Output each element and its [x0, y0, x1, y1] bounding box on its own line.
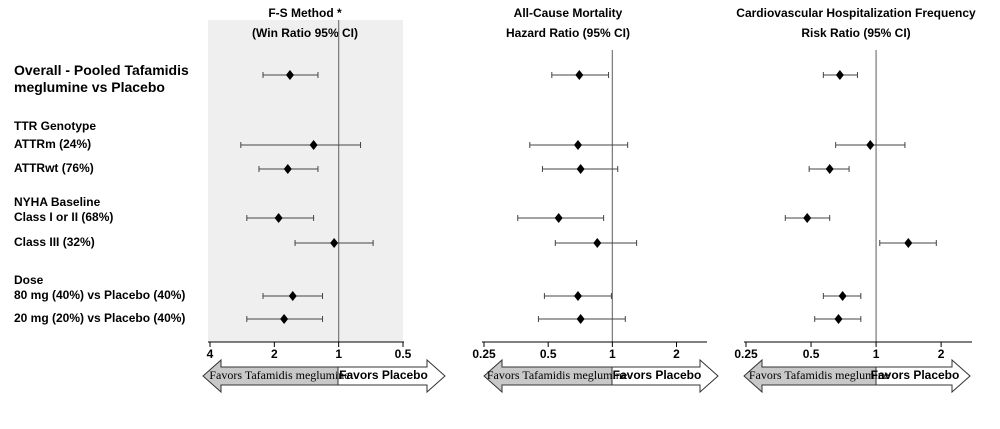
point-estimate [573, 140, 582, 150]
x-tick-label: 0.5 [395, 347, 412, 361]
row-label: ATTRm (24%) [14, 137, 92, 151]
point-estimate [573, 291, 582, 301]
x-tick-label: 2 [938, 347, 945, 361]
point-estimate [576, 314, 585, 324]
panel-subtitle: Risk Ratio (95% CI) [801, 26, 910, 40]
panel-shade [208, 20, 403, 342]
row-label: Overall - Pooled Tafamidis meglumine vs … [14, 62, 189, 95]
point-estimate [825, 164, 834, 174]
point-estimate [554, 213, 563, 223]
row-label: TTR Genotype [14, 119, 97, 133]
arrow-right-label: Favors Placebo [613, 368, 702, 382]
x-tick-label: 2 [673, 347, 680, 361]
point-estimate [288, 291, 297, 301]
point-estimate [330, 238, 339, 248]
x-tick-label: 2 [271, 347, 278, 361]
point-estimate [576, 164, 585, 174]
point-estimate [575, 70, 584, 80]
arrow-right [337, 358, 446, 394]
point-estimate [866, 140, 875, 150]
panel-title: F-S Method * [268, 6, 342, 20]
x-tick-label: 0.5 [540, 347, 557, 361]
x-tick-label: 0.25 [734, 347, 758, 361]
x-tick-label: 1 [335, 347, 342, 361]
panel-subtitle: Hazard Ratio (95% CI) [506, 26, 630, 40]
point-estimate [834, 314, 843, 324]
arrow-right [875, 358, 971, 394]
panel-title: All-Cause Mortality [514, 6, 623, 20]
panel-subtitle: (Win Ratio 95% CI) [252, 26, 358, 40]
point-estimate [285, 70, 294, 80]
point-estimate [593, 238, 602, 248]
row-label: Class I or II (68%) [14, 210, 114, 224]
arrow-left-label: Favors Tafamidis meglumine [487, 368, 627, 382]
row-label: Dose [14, 273, 44, 287]
arrow-right [611, 358, 719, 394]
point-estimate [803, 213, 812, 223]
point-estimate [838, 291, 847, 301]
panel-title: Cardiovascular Hospitalization Frequency [736, 6, 976, 20]
x-tick-label: 0.25 [472, 347, 496, 361]
arrow-left-label: Favors Tafamidis meglumine [749, 368, 889, 382]
point-estimate [274, 213, 283, 223]
row-label: 20 mg (20%) vs Placebo (40%) [14, 311, 186, 325]
x-tick-label: 1 [873, 347, 880, 361]
point-estimate [835, 70, 844, 80]
x-tick-label: 1 [609, 347, 616, 361]
row-label: Class III (32%) [14, 235, 95, 249]
arrow-right-label: Favors Placebo [339, 368, 428, 382]
point-estimate [283, 164, 292, 174]
point-estimate [280, 314, 289, 324]
arrow-left-label: Favors Tafamidis meglumine [209, 368, 349, 382]
row-label: 80 mg (40%) vs Placebo (40%) [14, 288, 186, 302]
x-tick-label: 0.5 [803, 347, 820, 361]
point-estimate [309, 140, 318, 150]
row-label: NYHA Baseline [14, 195, 101, 209]
x-tick-label: 4 [207, 347, 214, 361]
row-label: ATTRwt (76%) [14, 161, 94, 175]
point-estimate [904, 238, 913, 248]
arrow-right-label: Favors Placebo [871, 368, 960, 382]
